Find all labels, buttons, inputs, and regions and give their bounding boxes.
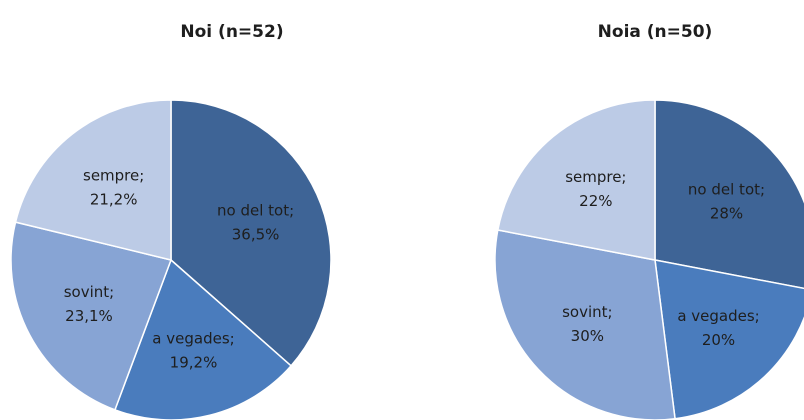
slice-category: sovint; — [562, 303, 612, 321]
slice-value-label: 19,2% — [170, 354, 218, 372]
slice-category: sempre; — [83, 167, 144, 185]
slice-category: no del tot; — [688, 180, 765, 198]
pie-slice — [170, 99, 332, 367]
pie-slice — [14, 99, 172, 261]
pie-slice — [654, 259, 804, 420]
slice-category: sempre; — [565, 168, 626, 186]
chart-title: Noia (n=50) — [598, 22, 713, 42]
slice-category: sovint; — [64, 283, 114, 301]
chart-title: Noi (n=52) — [180, 22, 283, 42]
slice-category: a vegades; — [152, 330, 234, 348]
pie-slice — [654, 99, 804, 290]
slice-value-label: 22% — [579, 192, 612, 210]
slice-value-label: 30% — [571, 327, 604, 345]
pie-slice — [494, 229, 676, 420]
slice-value-label: 28% — [710, 204, 743, 222]
slice-category: a vegades; — [677, 307, 759, 325]
slice-value-label: 20% — [702, 331, 735, 349]
pie-slice — [113, 258, 293, 420]
slice-value-label: 23,1% — [65, 307, 113, 325]
pie-slice — [496, 99, 656, 261]
slice-value-label: 21,2% — [90, 191, 138, 209]
pie-slice — [10, 221, 172, 411]
slice-value-label: 36,5% — [232, 225, 280, 243]
slice-category: no del tot; — [217, 201, 294, 219]
